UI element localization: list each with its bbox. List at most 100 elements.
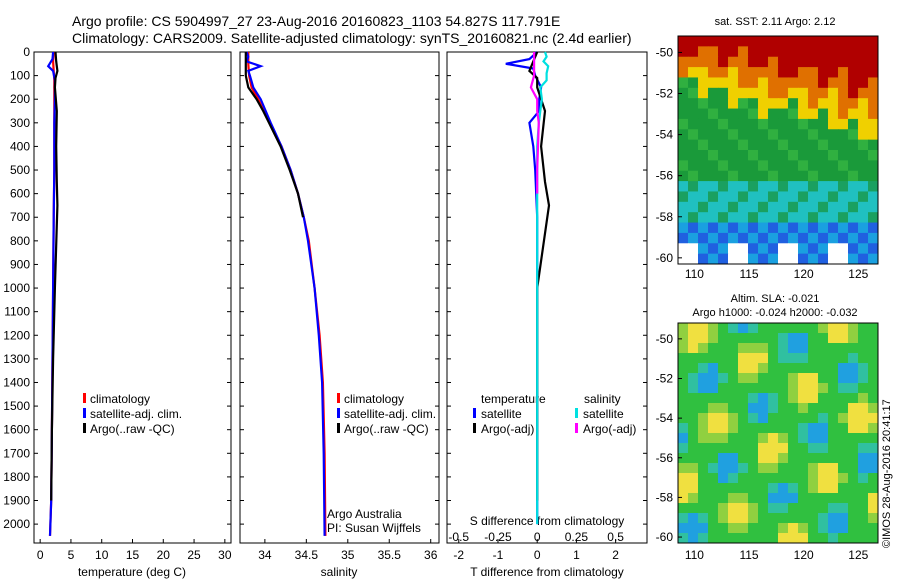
sst-cell bbox=[778, 160, 789, 172]
sst-cell bbox=[828, 191, 839, 203]
sla-cell bbox=[758, 433, 769, 444]
header-line2: Climatology: CARS2009. Satellite-adjuste… bbox=[72, 30, 632, 46]
sla-cell bbox=[858, 503, 869, 514]
sst-cell bbox=[868, 181, 879, 192]
sla-cell bbox=[798, 473, 809, 484]
sst-cell bbox=[688, 222, 699, 234]
sst-cell bbox=[798, 222, 809, 234]
sst-cell bbox=[728, 201, 739, 213]
sst-cell bbox=[798, 232, 809, 244]
sla-cell bbox=[748, 413, 759, 424]
sla-cell bbox=[788, 373, 799, 384]
sst-cell bbox=[688, 56, 699, 68]
sst-cell bbox=[708, 212, 719, 224]
sst-cell bbox=[778, 67, 789, 78]
sla-cell bbox=[818, 403, 829, 414]
sla-cell bbox=[798, 353, 809, 364]
sst-cell bbox=[698, 67, 709, 78]
s-difference-label: S difference from climatology bbox=[470, 514, 625, 528]
sst-cell bbox=[728, 77, 739, 89]
sst-cell bbox=[828, 160, 839, 172]
sla-cell bbox=[698, 463, 709, 474]
sst-cell bbox=[738, 232, 749, 244]
temp-xtick-label-4: 20 bbox=[157, 548, 171, 562]
sla-cell bbox=[868, 393, 879, 404]
temp-series-2-line bbox=[50, 51, 59, 501]
sla-cell bbox=[838, 393, 849, 404]
sla-cell bbox=[858, 373, 869, 384]
sst-cell bbox=[688, 243, 699, 255]
sst-cell bbox=[748, 243, 759, 255]
sla-cell bbox=[698, 453, 709, 464]
sla-cell bbox=[808, 333, 819, 344]
sst-cell bbox=[768, 181, 779, 192]
sla-cell bbox=[848, 373, 859, 384]
sst-cell bbox=[818, 212, 829, 224]
sst-cell bbox=[798, 108, 809, 120]
sst-cell bbox=[718, 160, 729, 172]
sst-cell bbox=[738, 212, 749, 224]
sla-cell bbox=[698, 383, 709, 394]
sla-cell bbox=[678, 533, 689, 544]
sla-cell bbox=[868, 453, 879, 464]
sst-cell bbox=[818, 181, 829, 192]
sla-cell bbox=[798, 393, 809, 404]
sla-cell bbox=[678, 453, 689, 464]
sst-cell bbox=[768, 191, 779, 203]
sla-cell bbox=[778, 533, 789, 544]
diff-legend-temp-title: temperature bbox=[481, 392, 546, 406]
sst-cell bbox=[818, 150, 829, 161]
sla-cell bbox=[718, 493, 729, 504]
sst-cell bbox=[748, 56, 759, 68]
sst-cell bbox=[718, 243, 729, 255]
sla-cell bbox=[788, 393, 799, 404]
temp-xtick-label-6: 30 bbox=[218, 548, 232, 562]
sla-cell bbox=[738, 423, 749, 434]
sla-cell bbox=[768, 443, 779, 454]
sst-cell bbox=[828, 253, 839, 265]
sst-cell bbox=[768, 56, 779, 68]
sla-cell bbox=[868, 323, 879, 334]
sla-cell bbox=[718, 323, 729, 334]
sst-cell bbox=[718, 67, 729, 78]
sst-cell bbox=[738, 87, 749, 99]
sst-xtick-label-2: 120 bbox=[794, 267, 814, 281]
sla-cell bbox=[788, 343, 799, 354]
sst-cell bbox=[728, 67, 739, 78]
depth-tick-label-6: 600 bbox=[10, 187, 30, 201]
sla-cell bbox=[808, 373, 819, 384]
sla-cell bbox=[698, 443, 709, 454]
sst-cell bbox=[688, 212, 699, 224]
diff-xtick-label-2: 0 bbox=[534, 548, 541, 562]
sla-cell bbox=[778, 363, 789, 374]
sla-cell bbox=[838, 453, 849, 464]
sst-cell bbox=[708, 77, 719, 89]
sla-cell bbox=[768, 363, 779, 374]
sla-cell bbox=[698, 423, 709, 434]
sst-cell bbox=[858, 253, 869, 265]
sla-cell bbox=[748, 383, 759, 394]
sla-cell bbox=[708, 503, 719, 514]
sla-cell bbox=[828, 483, 839, 494]
sst-cell bbox=[728, 36, 739, 47]
sst-cell bbox=[748, 160, 759, 172]
temp-legend-sat: satellite-adj. clim. bbox=[90, 407, 182, 421]
diff-series-0-line bbox=[505, 51, 543, 525]
sla-cell bbox=[818, 323, 829, 334]
sst-cell bbox=[818, 67, 829, 78]
sla-cell bbox=[748, 343, 759, 354]
sst-cell bbox=[838, 56, 849, 68]
sst-cell bbox=[818, 139, 829, 151]
sla-cell bbox=[708, 393, 719, 404]
sst-cell bbox=[798, 253, 809, 265]
sst-cell bbox=[768, 243, 779, 255]
sla-cell bbox=[698, 393, 709, 404]
sst-cell bbox=[768, 36, 779, 47]
sst-cell bbox=[868, 36, 879, 47]
sst-cell bbox=[838, 232, 849, 244]
sst-cell bbox=[708, 108, 719, 120]
sla-cell bbox=[758, 443, 769, 454]
sla-cell bbox=[738, 533, 749, 544]
sst-cell bbox=[748, 108, 759, 120]
sst-cell bbox=[858, 160, 869, 172]
